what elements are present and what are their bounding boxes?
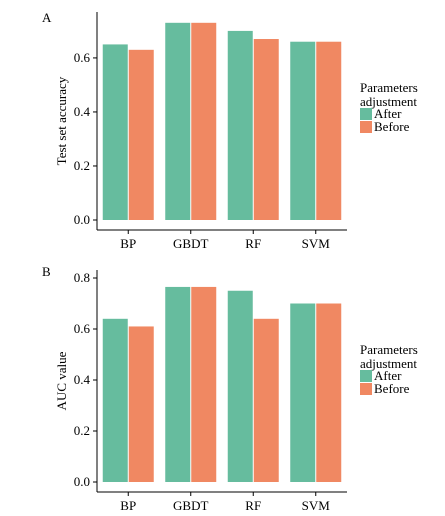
y-tick-label: 0.6 bbox=[74, 321, 91, 336]
bar-after-bp bbox=[102, 44, 128, 220]
x-tick-label: BP bbox=[120, 498, 136, 513]
legend-title: Parameters bbox=[360, 80, 418, 95]
legend-label-after: After bbox=[374, 106, 402, 121]
x-tick-label: BP bbox=[120, 236, 136, 251]
bar-before-bp bbox=[128, 326, 154, 482]
bar-after-bp bbox=[102, 318, 128, 482]
legend-label-before: Before bbox=[374, 119, 410, 134]
bar-before-rf bbox=[253, 39, 279, 220]
y-tick-label: 0.2 bbox=[74, 158, 90, 173]
legend-swatch-after bbox=[360, 370, 372, 382]
y-tick-label: 0.0 bbox=[74, 212, 90, 227]
legend-title: Parameters bbox=[360, 342, 418, 357]
legend-label-after: After bbox=[374, 368, 402, 383]
y-axis-label: AUC value bbox=[54, 351, 69, 410]
bar-before-rf bbox=[253, 318, 279, 482]
x-tick-label: RF bbox=[245, 236, 261, 251]
x-tick-label: GBDT bbox=[173, 498, 208, 513]
panel-label: A bbox=[42, 10, 52, 25]
bar-after-gbdt bbox=[165, 22, 191, 221]
chart-panel-b: B BP GBDT RF SVM 0.0 0.2 0.4 0.6 0.8 AUC value Para… bbox=[42, 264, 418, 513]
y-tick-label: 0.6 bbox=[74, 50, 91, 65]
legend-swatch-before bbox=[360, 121, 372, 133]
bar-after-gbdt bbox=[165, 286, 191, 482]
x-tick-label: RF bbox=[245, 498, 261, 513]
y-tick-label: 0.2 bbox=[74, 423, 90, 438]
bar-after-rf bbox=[227, 290, 253, 482]
bar-after-rf bbox=[227, 30, 253, 221]
x-tick-label: GBDT bbox=[173, 236, 208, 251]
legend-label-before: Before bbox=[374, 381, 410, 396]
bar-before-bp bbox=[128, 49, 154, 221]
bar-before-gbdt bbox=[191, 22, 217, 221]
bar-after-svm bbox=[290, 303, 316, 482]
bar-before-gbdt bbox=[191, 286, 217, 482]
legend-title: adjustment bbox=[360, 356, 417, 371]
legend-swatch-after bbox=[360, 108, 372, 120]
y-tick-label: 0.4 bbox=[74, 104, 91, 119]
y-tick-label: 0.0 bbox=[74, 474, 90, 489]
legend-title: adjustment bbox=[360, 94, 417, 109]
bar-before-svm bbox=[316, 41, 342, 220]
legend-swatch-before bbox=[360, 383, 372, 395]
x-tick-label: SVM bbox=[302, 498, 331, 513]
chart-panel-a: A BP GBDT RF SVM 0.0 0.2 0.4 0.6 Test set accurac… bbox=[42, 10, 418, 251]
y-tick-label: 0.4 bbox=[74, 372, 91, 387]
bar-before-svm bbox=[316, 303, 342, 482]
y-tick-label: 0.8 bbox=[74, 270, 90, 285]
x-tick-label: SVM bbox=[302, 236, 331, 251]
panel-label: B bbox=[42, 264, 51, 279]
bar-after-svm bbox=[290, 41, 316, 220]
y-axis-label: Test set accuracy bbox=[54, 76, 69, 165]
